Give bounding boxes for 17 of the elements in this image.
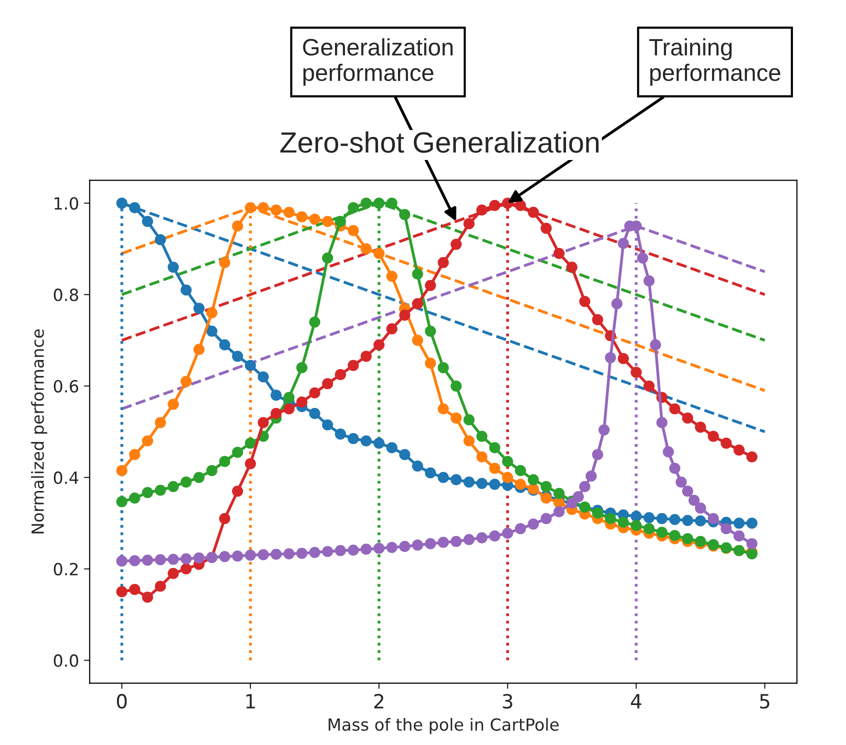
chart-title: Zero-shot Generalization [280,131,599,153]
x-tick-label: 1 [246,694,255,708]
x-tick-label: 3 [502,694,512,709]
annotation: Training performance [649,38,780,86]
y-tick-label: 0.2 [54,562,78,576]
x-tick-label: 0 [116,694,127,709]
x-tick-label: 5 [760,694,770,709]
y-tick-label: 1.0 [54,197,78,210]
y-tick-label: 0.0 [54,654,78,667]
x-tick-label: 4 [630,694,642,708]
y-tick-label: 0.6 [54,380,78,393]
x-axis-title: Mass of the pole in CartPole [328,718,559,734]
x-tick-label: 2 [374,694,384,708]
y-axis-title: Normalized performance [31,329,48,534]
y-tick-label: 0.8 [54,288,78,302]
annotation: Generalization performance [303,38,453,86]
y-tick-label: 0.4 [54,471,78,484]
